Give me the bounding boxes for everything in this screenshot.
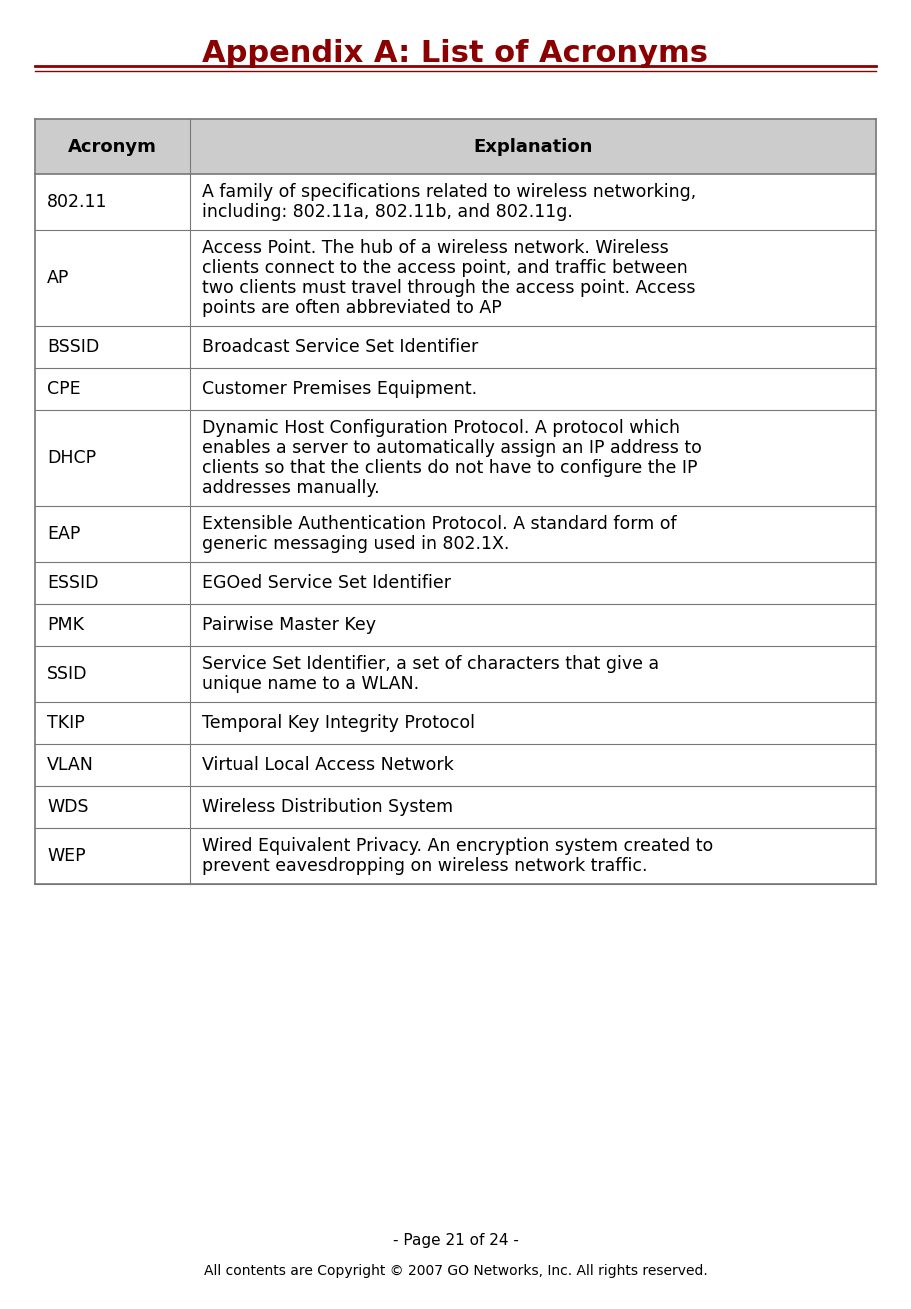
Bar [35, 785, 876, 829]
Text: Explanation: Explanation [474, 137, 593, 156]
Text: addresses manually.: addresses manually. [202, 479, 380, 497]
Text: Wireless Distribution System: Wireless Distribution System [202, 798, 453, 816]
Text: All contents are Copyright © 2007 GO Networks, Inc. All rights reserved.: All contents are Copyright © 2007 GO Net… [204, 1264, 707, 1278]
Text: - Page 21 of 24 -: - Page 21 of 24 - [393, 1233, 518, 1249]
Bar [35, 119, 876, 174]
Text: DHCP: DHCP [47, 449, 97, 467]
Text: Wired Equivalent Privacy. An encryption system created to: Wired Equivalent Privacy. An encryption … [202, 836, 713, 855]
Text: clients so that the clients do not have to configure the IP: clients so that the clients do not have … [202, 459, 698, 476]
Text: EGOed Service Set Identifier: EGOed Service Set Identifier [202, 575, 451, 592]
Text: Virtual Local Access Network: Virtual Local Access Network [202, 757, 454, 774]
Text: AP: AP [47, 270, 69, 287]
Text: points are often abbreviated to AP: points are often abbreviated to AP [202, 298, 502, 317]
Text: unique name to a WLAN.: unique name to a WLAN. [202, 675, 419, 692]
Text: enables a server to automatically assign an IP address to: enables a server to automatically assign… [202, 439, 701, 457]
Text: Service Set Identifier, a set of characters that give a: Service Set Identifier, a set of charact… [202, 654, 660, 673]
Bar [35, 230, 876, 326]
Text: Pairwise Master Key: Pairwise Master Key [202, 617, 376, 634]
Text: WEP: WEP [47, 847, 86, 865]
Text: generic messaging used in 802.1X.: generic messaging used in 802.1X. [202, 535, 509, 552]
Text: Dynamic Host Configuration Protocol. A protocol which: Dynamic Host Configuration Protocol. A p… [202, 419, 680, 437]
Text: A family of specifications related to wireless networking,: A family of specifications related to wi… [202, 183, 696, 202]
Text: Access Point. The hub of a wireless network. Wireless: Access Point. The hub of a wireless netw… [202, 240, 669, 257]
Text: Extensible Authentication Protocol. A standard form of: Extensible Authentication Protocol. A st… [202, 514, 677, 533]
Bar [35, 829, 876, 884]
Text: CPE: CPE [47, 380, 81, 398]
Text: ESSID: ESSID [47, 575, 98, 592]
Bar [35, 702, 876, 744]
Text: BSSID: BSSID [47, 338, 99, 356]
Text: Acronym: Acronym [68, 137, 157, 156]
Bar [35, 174, 876, 230]
Text: two clients must travel through the access point. Access: two clients must travel through the acce… [202, 279, 695, 297]
Text: Broadcast Service Set Identifier: Broadcast Service Set Identifier [202, 338, 478, 356]
Bar [35, 326, 876, 368]
Text: VLAN: VLAN [47, 757, 94, 774]
Bar [35, 603, 876, 647]
Bar [35, 410, 876, 507]
Text: 802.11: 802.11 [47, 192, 107, 211]
Bar [35, 507, 876, 562]
Bar [35, 744, 876, 785]
Bar [35, 368, 876, 410]
Text: Temporal Key Integrity Protocol: Temporal Key Integrity Protocol [202, 713, 475, 732]
Text: Appendix A: List of Acronyms: Appendix A: List of Acronyms [202, 39, 708, 68]
Text: prevent eavesdropping on wireless network traffic.: prevent eavesdropping on wireless networ… [202, 857, 648, 874]
Bar [35, 562, 876, 603]
Text: TKIP: TKIP [47, 713, 85, 732]
Text: clients connect to the access point, and traffic between: clients connect to the access point, and… [202, 259, 688, 278]
Text: Customer Premises Equipment.: Customer Premises Equipment. [202, 380, 477, 398]
Text: including: 802.11a, 802.11b, and 802.11g.: including: 802.11a, 802.11b, and 802.11g… [202, 203, 573, 221]
Text: WDS: WDS [47, 798, 88, 816]
Text: SSID: SSID [47, 665, 87, 683]
Text: EAP: EAP [47, 525, 80, 543]
Text: PMK: PMK [47, 617, 84, 634]
Bar [35, 647, 876, 702]
